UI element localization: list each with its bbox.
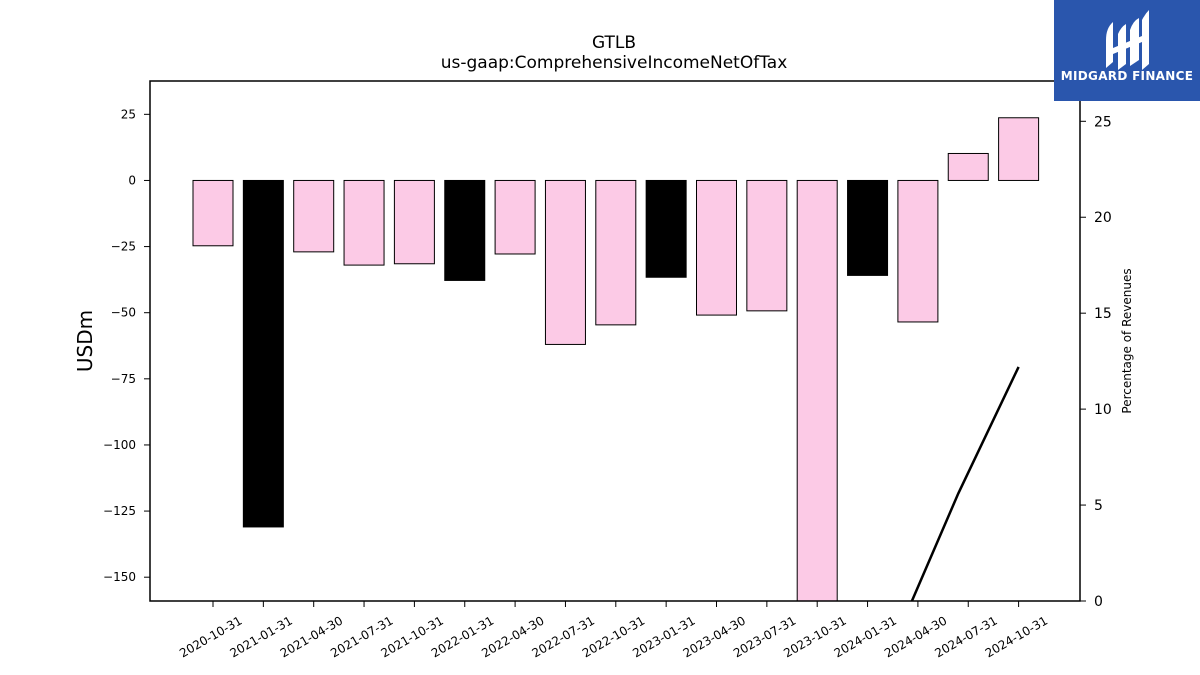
y-axis-label: USDm [73, 310, 97, 372]
bar [444, 179, 486, 281]
y-tick-label: 0 [128, 173, 136, 187]
plot-frame [149, 80, 1081, 602]
bar [696, 179, 737, 316]
y-tick-label: −25 [111, 240, 136, 254]
y-tick-label: −125 [103, 504, 136, 518]
logo-background [1054, 0, 1200, 101]
y2-tick-label: 15 [1094, 306, 1112, 322]
bar [998, 117, 1040, 181]
y2-axis-label: Percentage of Revenues [1120, 268, 1134, 413]
logo-text: MIDGARD FINANCE [1061, 69, 1193, 83]
y-tick-label: −100 [103, 438, 136, 452]
bar [192, 179, 234, 247]
y2-tick-label: 20 [1094, 210, 1112, 226]
bar [544, 179, 586, 345]
right-axis: 0 5 10 15 20 25 [1080, 114, 1112, 610]
bar [897, 179, 939, 323]
bars [192, 117, 1040, 602]
chart-subtitle: us-gaap:ComprehensiveIncomeNetOfTax [441, 53, 788, 73]
bar [343, 179, 385, 266]
bar [947, 152, 989, 181]
left-axis: 25 0 −25 −50 −75 −100 −125 −150 [103, 107, 150, 584]
midgard-m-logo-icon [1106, 10, 1149, 70]
bar [293, 179, 335, 253]
y2-tick-label: 10 [1094, 402, 1112, 418]
y-tick-label: 25 [121, 107, 136, 121]
bar [595, 179, 637, 326]
bar [494, 179, 536, 255]
y2-tick-label: 5 [1094, 498, 1103, 514]
y2-tick-label: 25 [1094, 114, 1112, 130]
bar [746, 179, 788, 312]
y-tick-label: −150 [103, 570, 136, 584]
bar [847, 179, 889, 276]
y-tick-label: −50 [111, 306, 136, 320]
percentage-line [910, 366, 1020, 602]
bar [796, 179, 838, 602]
bar [242, 179, 284, 528]
chart-title: GTLB [592, 33, 636, 53]
x-axis: 2020-10-312021-01-312021-04-302021-07-31… [177, 601, 1050, 660]
bar [393, 179, 435, 265]
bar [645, 179, 687, 278]
y-tick-label: −75 [111, 372, 136, 386]
y2-tick-label: 0 [1094, 594, 1103, 610]
line-layer [910, 366, 1020, 602]
midgard-logo: MIDGARD FINANCE [1054, 0, 1200, 101]
